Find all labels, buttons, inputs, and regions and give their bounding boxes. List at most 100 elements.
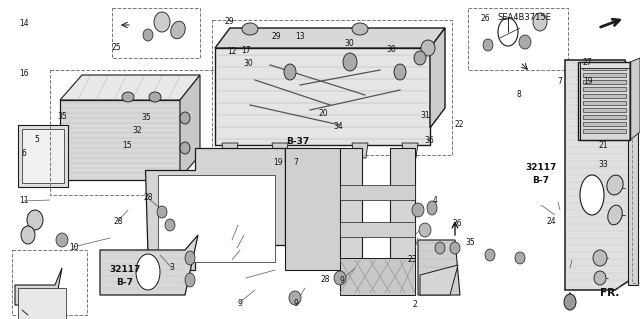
Text: 17: 17 — [241, 46, 252, 55]
Bar — [22, 129, 64, 183]
Bar — [468, 8, 568, 70]
Polygon shape — [340, 148, 362, 290]
Ellipse shape — [185, 251, 195, 265]
Text: 32117: 32117 — [525, 163, 557, 172]
Polygon shape — [145, 148, 318, 270]
Ellipse shape — [242, 23, 258, 35]
Polygon shape — [420, 265, 458, 295]
Text: SEA4B3715E: SEA4B3715E — [498, 13, 552, 22]
Ellipse shape — [21, 226, 35, 244]
Text: 12: 12 — [227, 47, 236, 56]
Text: 26: 26 — [452, 219, 463, 228]
Text: 28: 28 — [321, 275, 330, 284]
Text: 32117: 32117 — [109, 265, 141, 274]
Ellipse shape — [515, 252, 525, 264]
Text: 9: 9 — [293, 299, 298, 308]
Ellipse shape — [149, 92, 161, 102]
Text: 22: 22 — [455, 120, 464, 129]
Text: 28: 28 — [144, 193, 153, 202]
Ellipse shape — [334, 271, 346, 285]
Ellipse shape — [450, 242, 460, 254]
Bar — [583, 94, 626, 98]
Ellipse shape — [56, 233, 68, 247]
Text: 23: 23 — [408, 256, 418, 264]
Ellipse shape — [593, 250, 607, 266]
Text: 16: 16 — [19, 69, 29, 78]
Ellipse shape — [171, 21, 185, 39]
Text: 24: 24 — [547, 217, 557, 226]
Text: 30: 30 — [243, 59, 253, 68]
Text: 29: 29 — [271, 32, 282, 41]
Text: 29: 29 — [224, 17, 234, 26]
Bar — [580, 62, 630, 140]
Bar — [212, 20, 452, 155]
Polygon shape — [215, 48, 430, 145]
Ellipse shape — [414, 51, 426, 65]
Ellipse shape — [608, 205, 622, 225]
Ellipse shape — [154, 12, 170, 32]
Bar — [18, 288, 66, 319]
Text: 19: 19 — [273, 158, 284, 167]
Text: 19: 19 — [582, 77, 593, 86]
Bar — [12, 250, 87, 315]
Polygon shape — [340, 222, 415, 237]
Polygon shape — [628, 95, 638, 285]
Ellipse shape — [533, 13, 547, 31]
Polygon shape — [15, 268, 62, 305]
Text: 25: 25 — [111, 43, 122, 52]
Polygon shape — [418, 240, 460, 295]
Text: B-7: B-7 — [116, 278, 133, 287]
Bar — [112, 8, 200, 58]
Ellipse shape — [435, 242, 445, 254]
Polygon shape — [100, 235, 198, 295]
Bar — [583, 73, 626, 77]
Ellipse shape — [519, 35, 531, 49]
Polygon shape — [272, 143, 288, 158]
Text: 9: 9 — [237, 299, 243, 308]
Text: 15: 15 — [122, 141, 132, 150]
Text: 35: 35 — [58, 112, 68, 121]
Text: 21: 21 — [598, 141, 607, 150]
Text: FR.: FR. — [600, 288, 619, 299]
Bar — [583, 129, 626, 133]
Polygon shape — [565, 60, 630, 290]
Bar — [583, 66, 626, 70]
Ellipse shape — [185, 273, 195, 287]
Bar — [50, 70, 215, 195]
Polygon shape — [158, 175, 275, 262]
Text: 27: 27 — [582, 58, 593, 67]
Polygon shape — [340, 258, 415, 273]
Text: 35: 35 — [141, 113, 151, 122]
Bar — [583, 80, 626, 84]
Polygon shape — [630, 58, 640, 140]
Ellipse shape — [412, 203, 424, 217]
Text: 35: 35 — [465, 238, 476, 247]
Ellipse shape — [180, 142, 190, 154]
Ellipse shape — [352, 23, 368, 35]
Ellipse shape — [394, 64, 406, 80]
Ellipse shape — [485, 249, 495, 261]
Text: 36: 36 — [424, 136, 434, 145]
Polygon shape — [60, 75, 200, 100]
Bar — [583, 108, 626, 112]
Polygon shape — [430, 28, 445, 128]
Polygon shape — [340, 185, 415, 200]
Text: 31: 31 — [420, 111, 431, 120]
Bar — [583, 101, 626, 105]
Bar — [60, 100, 180, 180]
Ellipse shape — [594, 271, 606, 285]
Bar — [18, 125, 68, 187]
Text: 5: 5 — [35, 135, 40, 144]
Ellipse shape — [122, 92, 134, 102]
Bar — [632, 88, 640, 283]
Polygon shape — [390, 148, 415, 290]
Text: 26: 26 — [480, 14, 490, 23]
Polygon shape — [285, 148, 345, 270]
Ellipse shape — [289, 291, 301, 305]
Ellipse shape — [343, 53, 357, 71]
Polygon shape — [215, 28, 445, 48]
Text: B-7: B-7 — [532, 176, 549, 185]
Ellipse shape — [421, 40, 435, 56]
Ellipse shape — [165, 219, 175, 231]
Polygon shape — [580, 62, 630, 68]
